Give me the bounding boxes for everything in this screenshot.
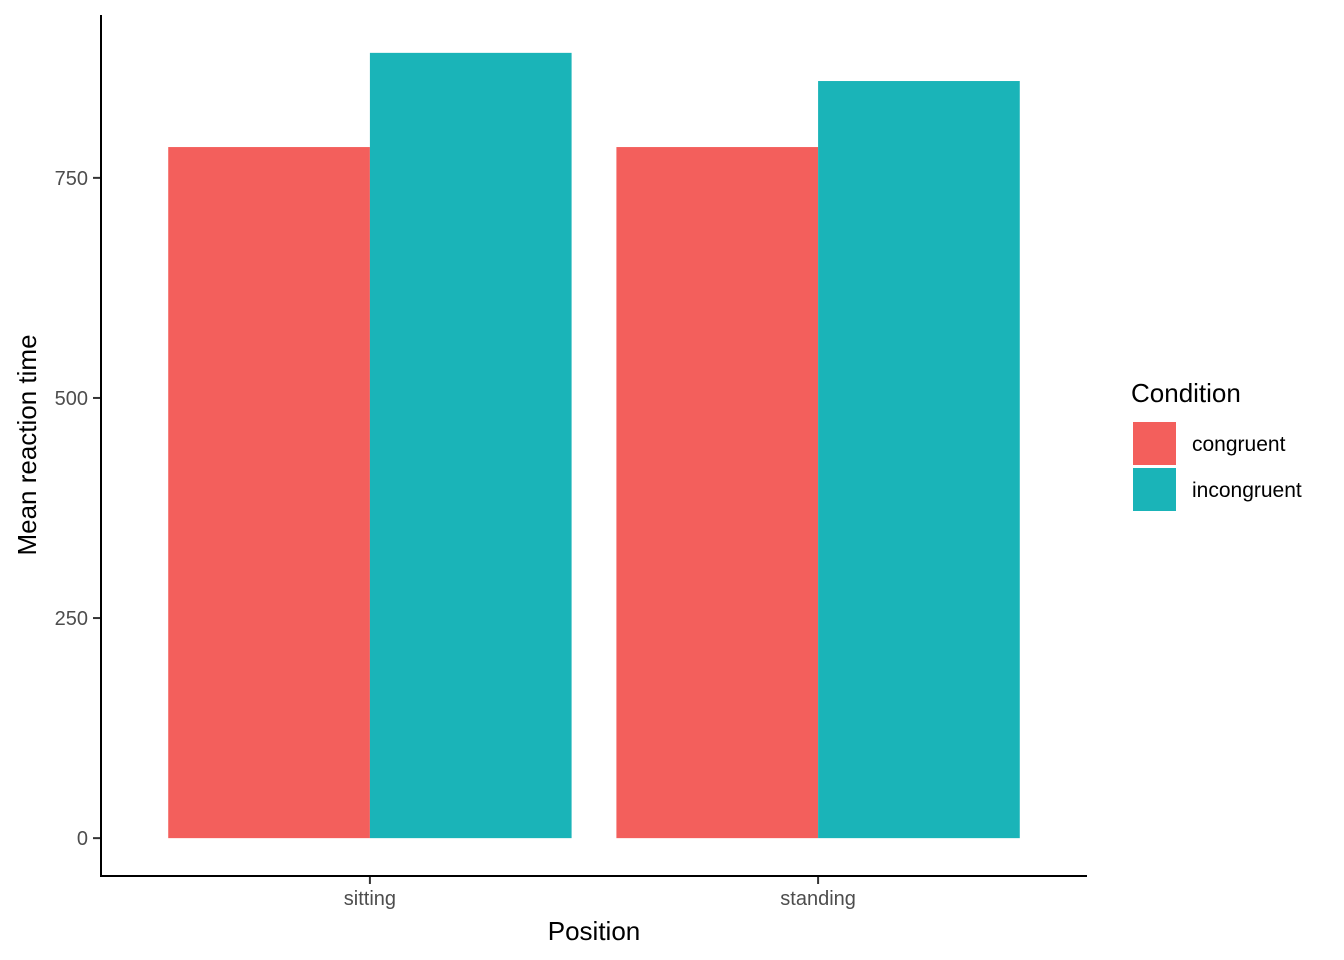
- bar-sitting-congruent: [168, 147, 370, 838]
- y-tick-label: 500: [55, 388, 88, 410]
- y-tick-label: 750: [55, 168, 88, 190]
- bar-standing-incongruent: [818, 81, 1020, 838]
- legend-label-congruent: congruent: [1192, 433, 1286, 456]
- legend-key-incongruent: [1133, 468, 1176, 511]
- y-tick-label: 0: [77, 828, 88, 850]
- x-axis-title: Position: [548, 916, 641, 946]
- bar-standing-congruent: [616, 147, 818, 838]
- bar-sitting-incongruent: [370, 53, 572, 838]
- x-tick-label: standing: [780, 888, 856, 910]
- x-ticks: sitting standing: [344, 877, 856, 910]
- legend-key-congruent: [1133, 422, 1176, 465]
- y-tick-label: 250: [55, 608, 88, 630]
- legend-label-incongruent: incongruent: [1192, 479, 1302, 502]
- legend: Condition congruent incongruent: [1131, 378, 1302, 511]
- y-axis-title: Mean reaction time: [12, 334, 42, 555]
- y-ticks: 0 250 500 750: [55, 168, 100, 850]
- legend-title: Condition: [1131, 378, 1241, 408]
- x-tick-label: sitting: [344, 888, 396, 910]
- bars-layer: [168, 53, 1020, 838]
